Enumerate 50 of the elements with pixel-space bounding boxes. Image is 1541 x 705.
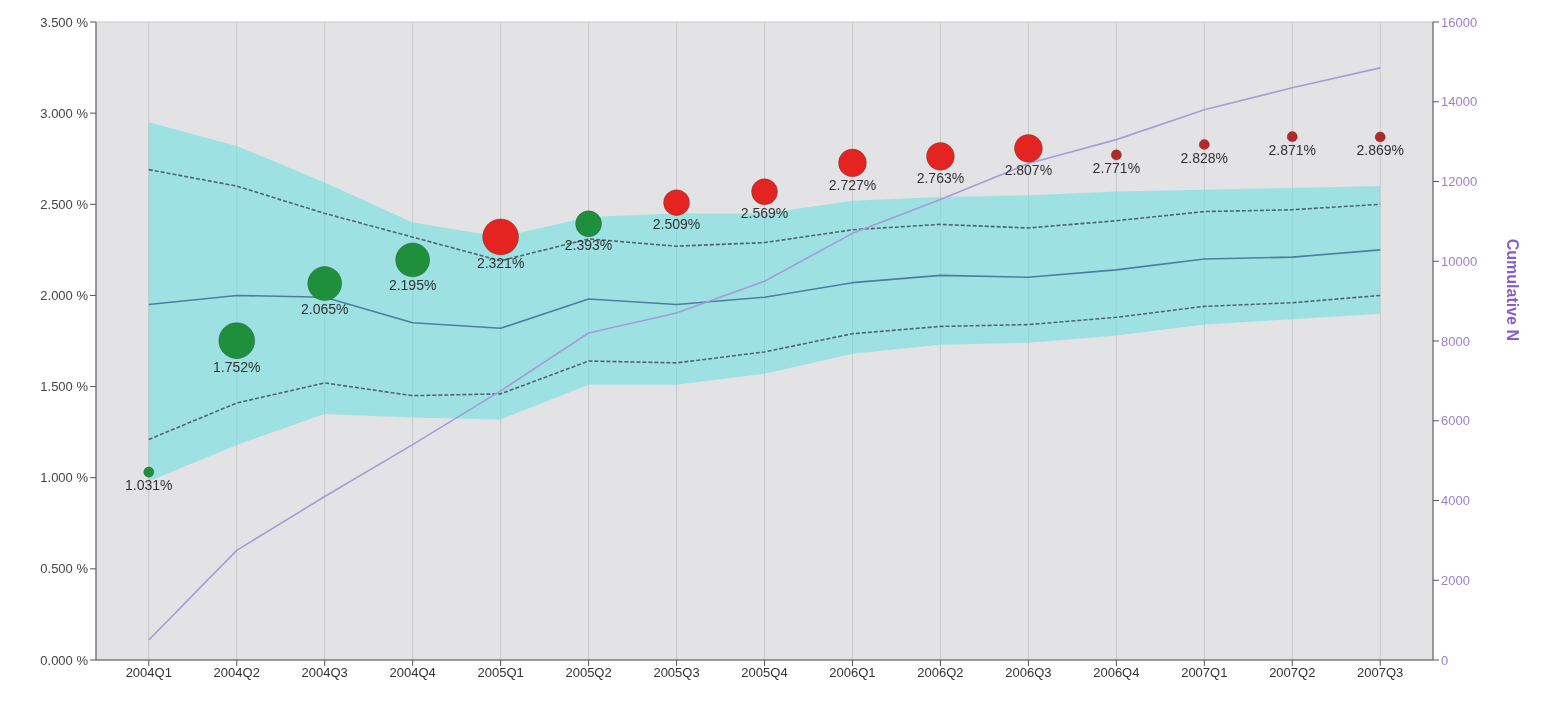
data-label: 2.763% [916,170,965,187]
y-tick-label: 2.500 % [40,196,89,212]
y2-tick-label: 10000 [1441,253,1478,269]
data-label: 2.321% [476,254,525,271]
y-tick-label: 1.000 % [40,470,89,486]
y2-tick-label: 16000 [1441,14,1478,30]
y-tick-label: 3.500 % [40,14,89,30]
data-label: 2.807% [1004,162,1053,179]
x-tick-label: 2005Q4 [741,665,788,681]
x-tick-label: 2004Q3 [301,665,348,681]
data-label: 2.871% [1268,141,1317,158]
y-tick-label: 1.500 % [40,379,89,395]
y2-tick-label: 14000 [1441,94,1478,110]
x-tick-label: 2006Q4 [1093,665,1140,681]
data-label: 2.771% [1092,159,1141,176]
y-tick-label: 2.000 % [40,288,89,304]
data-label: 2.393% [564,236,613,253]
y2-tick-label: 0 [1441,652,1449,668]
data-label: 2.828% [1180,149,1229,166]
x-tick-label: 2004Q2 [213,665,260,681]
data-label: 2.065% [300,300,349,317]
y2-tick-label: 2000 [1441,572,1470,588]
y-tick-label: 3.000 % [40,105,89,121]
x-tick-label: 2006Q3 [1005,665,1052,681]
data-label: 2.195% [388,276,437,293]
data-label: 1.031% [125,477,173,494]
y-tick-label: 0.500 % [40,561,89,577]
line-series [147,294,1382,441]
data-label: 2.727% [828,176,877,193]
data-label: 2.509% [652,215,701,232]
x-tick-label: 2004Q4 [389,665,436,681]
x-tick-label: 2006Q1 [829,665,876,681]
x-tick-label: 2005Q1 [477,665,524,681]
x-tick-label: 2004Q1 [125,665,172,681]
data-label: 2.869% [1356,142,1404,159]
y2-tick-label: 8000 [1441,333,1470,349]
x-tick-label: 2007Q2 [1269,665,1316,681]
y2-axis-title: Cumulative N [1504,238,1522,341]
x-tick-label: 2006Q2 [917,665,964,681]
line-series [147,249,1382,330]
y2-tick-label: 12000 [1441,174,1478,190]
x-tick-label: 2007Q3 [1357,665,1404,681]
data-label: 2.569% [740,204,789,221]
data-label: 1.752% [212,358,261,375]
x-tick-label: 2005Q3 [653,665,700,681]
y-tick-label: 0.000 % [40,652,89,668]
y2-tick-label: 4000 [1441,493,1470,509]
y2-tick-label: 6000 [1441,413,1470,429]
x-tick-label: 2005Q2 [565,665,612,681]
x-tick-label: 2007Q1 [1181,665,1228,681]
